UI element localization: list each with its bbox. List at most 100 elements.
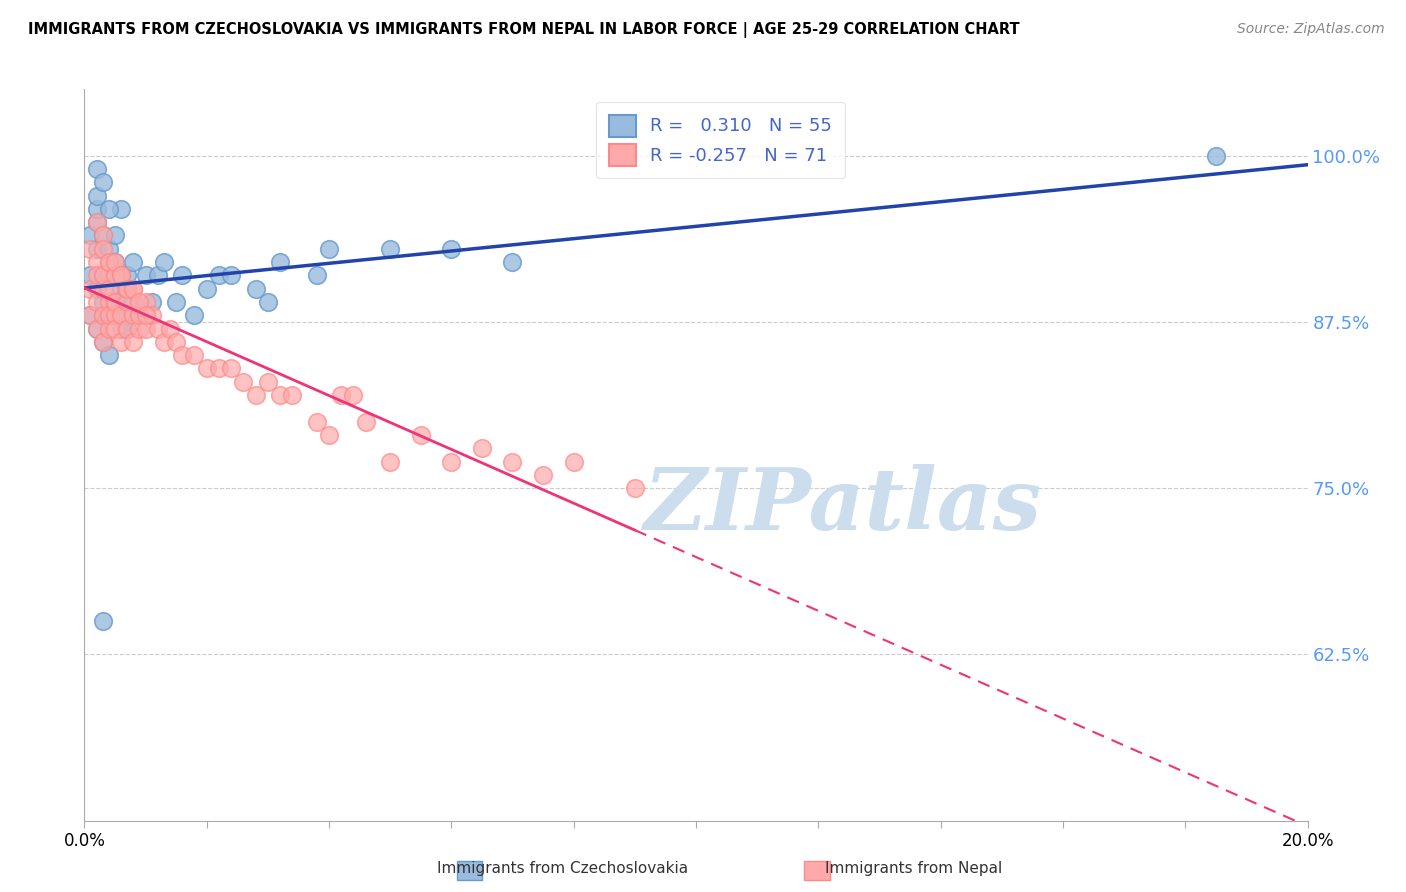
Point <box>86 242 108 256</box>
Point <box>110 268 132 283</box>
Point <box>208 361 231 376</box>
Point <box>104 308 127 322</box>
Point <box>104 268 127 283</box>
Point <box>281 388 304 402</box>
Point <box>122 282 145 296</box>
Point <box>128 321 150 335</box>
Point <box>440 454 463 468</box>
Point <box>257 295 280 310</box>
Legend: R =   0.310   N = 55, R = -0.257   N = 71: R = 0.310 N = 55, R = -0.257 N = 71 <box>596 102 845 178</box>
Point <box>97 282 120 296</box>
Point <box>110 282 132 296</box>
Point <box>269 388 291 402</box>
Point <box>91 228 114 243</box>
Point <box>502 454 524 468</box>
Point <box>91 268 114 283</box>
Point <box>86 161 108 176</box>
Point <box>86 268 108 283</box>
Point <box>122 334 145 349</box>
Point <box>342 388 364 402</box>
Point <box>104 228 127 243</box>
Point <box>440 242 463 256</box>
Point <box>91 282 114 296</box>
Point <box>97 268 120 283</box>
Point <box>97 308 120 322</box>
Point <box>97 308 120 322</box>
Point <box>91 614 114 628</box>
Point <box>624 481 647 495</box>
Point <box>245 282 267 296</box>
Point <box>97 242 120 256</box>
Point <box>159 321 181 335</box>
Point <box>91 308 114 322</box>
Point <box>128 308 150 322</box>
Point <box>97 202 120 216</box>
Point <box>110 334 132 349</box>
Point <box>91 228 114 243</box>
Point <box>115 282 138 296</box>
Point <box>232 375 254 389</box>
Point <box>380 454 402 468</box>
Point <box>135 321 157 335</box>
Point <box>86 215 108 229</box>
Text: Source: ZipAtlas.com: Source: ZipAtlas.com <box>1237 22 1385 37</box>
Text: ZIPatlas: ZIPatlas <box>644 465 1042 548</box>
Point <box>122 308 145 322</box>
Point <box>305 268 328 283</box>
Point <box>165 295 187 310</box>
Point <box>86 282 108 296</box>
Point <box>219 268 242 283</box>
Point <box>104 321 127 335</box>
Point <box>86 215 108 229</box>
Point <box>79 242 101 256</box>
Point <box>97 321 120 335</box>
Point <box>380 242 402 256</box>
Point <box>91 308 114 322</box>
Point <box>122 282 145 296</box>
Point <box>219 361 242 376</box>
Point <box>91 334 114 349</box>
Point <box>183 348 205 362</box>
Point <box>86 255 108 269</box>
Point <box>91 334 114 349</box>
Point <box>172 348 194 362</box>
Point <box>97 295 120 310</box>
Point <box>86 321 108 335</box>
Text: IMMIGRANTS FROM CZECHOSLOVAKIA VS IMMIGRANTS FROM NEPAL IN LABOR FORCE | AGE 25-: IMMIGRANTS FROM CZECHOSLOVAKIA VS IMMIGR… <box>28 22 1019 38</box>
Text: Immigrants from Nepal: Immigrants from Nepal <box>825 861 1002 876</box>
Point <box>115 282 138 296</box>
Point <box>502 255 524 269</box>
Point <box>104 308 127 322</box>
Point <box>330 388 353 402</box>
Point <box>135 295 157 310</box>
Point <box>115 321 138 335</box>
Point <box>110 308 132 322</box>
Point <box>97 255 120 269</box>
Point <box>115 321 138 335</box>
Point <box>110 268 132 283</box>
Point <box>122 295 145 310</box>
Point <box>79 228 101 243</box>
Point <box>79 268 101 283</box>
Point <box>135 308 157 322</box>
Point <box>91 295 114 310</box>
Point <box>195 282 218 296</box>
Point <box>104 255 127 269</box>
Point <box>208 268 231 283</box>
Point <box>1205 149 1227 163</box>
Point <box>104 255 127 269</box>
Point <box>146 268 169 283</box>
Point <box>110 202 132 216</box>
Point <box>79 308 101 322</box>
Point <box>141 295 163 310</box>
Point <box>97 348 120 362</box>
Point <box>172 268 194 283</box>
Point <box>318 428 340 442</box>
Point <box>104 295 127 310</box>
Point <box>110 268 132 283</box>
Point <box>97 255 120 269</box>
Point <box>195 361 218 376</box>
Point <box>86 202 108 216</box>
Text: Immigrants from Czechoslovakia: Immigrants from Czechoslovakia <box>437 861 688 876</box>
Point <box>245 388 267 402</box>
